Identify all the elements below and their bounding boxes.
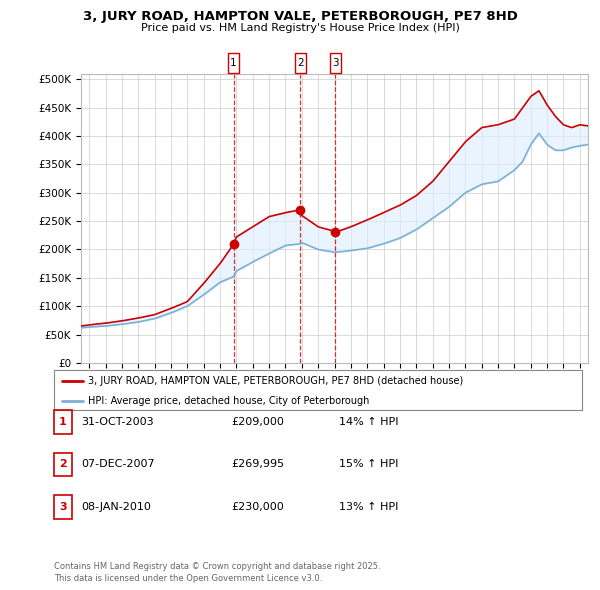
Bar [228,53,239,73]
Text: £209,000: £209,000 [231,417,284,427]
Text: 2: 2 [59,460,67,469]
Text: 15% ↑ HPI: 15% ↑ HPI [339,460,398,469]
Text: 07-DEC-2007: 07-DEC-2007 [81,460,155,469]
Text: 2: 2 [297,58,304,68]
Text: Contains HM Land Registry data © Crown copyright and database right 2025.
This d: Contains HM Land Registry data © Crown c… [54,562,380,583]
Text: 3, JURY ROAD, HAMPTON VALE, PETERBOROUGH, PE7 8HD: 3, JURY ROAD, HAMPTON VALE, PETERBOROUGH… [83,10,517,23]
Text: 1: 1 [230,58,237,68]
Text: 1: 1 [59,417,67,427]
Text: £269,995: £269,995 [231,460,284,469]
Text: 3: 3 [59,502,67,512]
Text: 14% ↑ HPI: 14% ↑ HPI [339,417,398,427]
Text: 08-JAN-2010: 08-JAN-2010 [81,502,151,512]
Text: 3, JURY ROAD, HAMPTON VALE, PETERBOROUGH, PE7 8HD (detached house): 3, JURY ROAD, HAMPTON VALE, PETERBOROUGH… [88,376,464,386]
Text: HPI: Average price, detached house, City of Peterborough: HPI: Average price, detached house, City… [88,396,370,407]
Text: 3: 3 [332,58,338,68]
Text: £230,000: £230,000 [231,502,284,512]
Text: 31-OCT-2003: 31-OCT-2003 [81,417,154,427]
Bar [329,53,341,73]
Text: Price paid vs. HM Land Registry's House Price Index (HPI): Price paid vs. HM Land Registry's House … [140,24,460,33]
Text: 13% ↑ HPI: 13% ↑ HPI [339,502,398,512]
Bar [295,53,306,73]
